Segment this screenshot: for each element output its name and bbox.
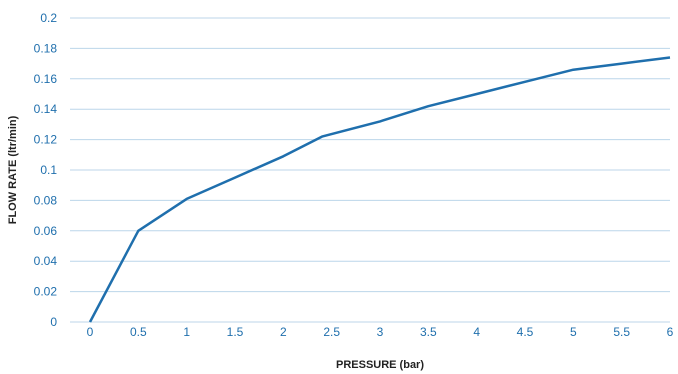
y-tick-label: 0.06 [34,224,58,238]
x-tick-label: 1.5 [227,325,244,339]
y-axis-title: FLOW RATE (ltr/min) [7,115,19,224]
y-axis-ticks: 0 0.02 0.04 0.06 0.08 0.1 0.12 0.14 0.16 0.18 0.2 [34,11,58,329]
x-axis-ticks: 0 0.5 1 1.5 2 2.5 3 3.5 4 4.5 5 5.5 6 [87,325,674,339]
y-tick-label: 0.18 [34,41,58,55]
y-tick-label: 0.14 [34,102,58,116]
x-tick-label: 4 [473,325,480,339]
x-tick-label: 4.5 [517,325,534,339]
y-tick-label: 0.2 [40,11,57,25]
x-tick-label: 3 [377,325,384,339]
y-tick-label: 0.16 [34,72,58,86]
y-tick-label: 0.1 [40,163,57,177]
series-line-0 [88,56,671,323]
x-tick-label: 2.5 [323,325,340,339]
grid-lines [70,17,670,323]
x-tick-label: 3.5 [420,325,437,339]
series-group [88,56,671,323]
x-tick-label: 5.5 [613,325,630,339]
x-tick-label: 0.5 [130,325,147,339]
x-tick-label: 5 [570,325,577,339]
y-tick-label: 0.12 [34,133,58,147]
y-tick-label: 0.04 [34,254,58,268]
x-axis-title: PRESSURE (bar) [336,359,424,371]
x-tick-label: 1 [183,325,190,339]
x-tick-label: 6 [667,325,674,339]
x-tick-label: 2 [280,325,287,339]
y-tick-label: 0.08 [34,193,58,207]
x-tick-label: 0 [87,325,94,339]
y-tick-label: 0.02 [34,285,58,299]
y-tick-label: 0 [50,315,57,329]
